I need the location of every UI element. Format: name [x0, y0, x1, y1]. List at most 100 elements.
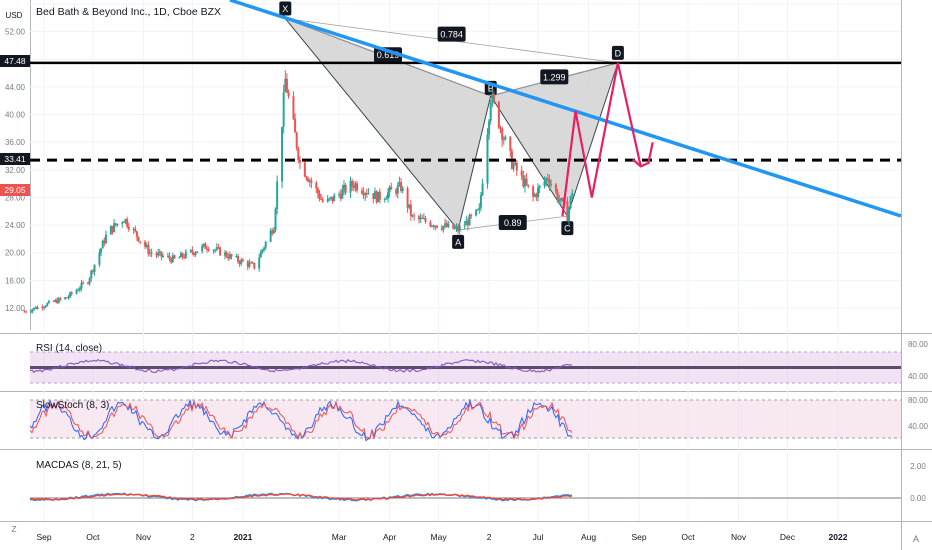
candle-body: [258, 257, 261, 269]
candle-body: [351, 180, 354, 186]
candle-body: [272, 230, 275, 234]
candle-body: [246, 261, 249, 267]
candle-body: [122, 221, 125, 223]
price-axis-area[interactable]: [901, 0, 932, 550]
candle-body: [440, 227, 443, 230]
candle-body: [298, 160, 301, 163]
candle-body: [457, 226, 460, 232]
point-c-label: C: [564, 224, 571, 234]
candle-body: [466, 220, 469, 226]
candle-body: [558, 200, 561, 202]
candle-body: [486, 134, 489, 184]
candle-body: [400, 182, 403, 192]
candle-body: [269, 230, 272, 242]
time-tick: Apr: [383, 532, 396, 542]
price-badge-current[interactable]: 29.05: [0, 184, 30, 196]
candle-body: [406, 187, 409, 208]
candle-body: [385, 198, 388, 200]
indicator-tick: 2.00: [910, 462, 926, 471]
candle-body: [124, 219, 127, 222]
rsi-line: [29, 358, 573, 374]
price-badge-33-text: 33.41: [4, 154, 26, 164]
price-badge-47[interactable]: 47.48: [0, 55, 30, 67]
candle-body: [170, 258, 173, 263]
candle-body: [121, 222, 124, 224]
candle-body: [398, 182, 401, 186]
candle-body: [150, 252, 153, 254]
candle-body: [228, 254, 231, 259]
time-axis-labels: Sep Oct Nov 2 2021 Mar Apr May 2 Jul Aug Sep Oct Nov D…: [36, 532, 847, 542]
bottom-right-label[interactable]: A: [913, 534, 919, 544]
candle-body: [497, 101, 500, 128]
candle-body: [155, 253, 158, 256]
levels[interactable]: [30, 61, 901, 162]
candle-body: [356, 183, 359, 191]
candle-body: [372, 193, 375, 200]
candle-body: [69, 292, 72, 297]
candle-body: [101, 240, 104, 249]
candle-body: [90, 270, 93, 279]
candle-body: [132, 228, 135, 230]
point-d-label: D: [615, 48, 622, 58]
candle-body: [189, 249, 192, 252]
indicator-lines: [29, 358, 573, 502]
candle-body: [104, 234, 107, 244]
candle-body: [362, 193, 365, 196]
candle-body: [431, 225, 434, 227]
candle-body: [434, 225, 437, 227]
price-tick: 20.00: [5, 249, 26, 258]
candle-body: [554, 184, 557, 192]
candle-body: [303, 162, 306, 177]
time-tick: Sep: [632, 532, 647, 542]
price-tick: 44.00: [5, 83, 26, 92]
bottom-left-label[interactable]: Z: [11, 524, 16, 534]
candle-body: [173, 255, 176, 259]
candle-body: [367, 193, 370, 195]
candle-body: [157, 252, 160, 256]
candle-body: [230, 254, 233, 257]
candle-body: [432, 225, 435, 227]
candle-body: [251, 262, 254, 264]
candle-body: [100, 248, 103, 253]
candle-body: [566, 201, 569, 222]
blue-trendline[interactable]: [229, 0, 902, 218]
candle-body: [91, 270, 94, 272]
candle-body: [492, 94, 495, 102]
time-tick: Sep: [36, 532, 51, 542]
candle-body: [326, 198, 329, 202]
price-tick: 52.00: [5, 28, 26, 37]
projection-path[interactable]: [561, 62, 654, 217]
price-badge-33[interactable]: 33.41: [0, 153, 30, 165]
candle-body: [212, 250, 215, 252]
candle-body: [417, 216, 420, 220]
time-tick: Mar: [332, 532, 347, 542]
candle-body: [282, 92, 285, 127]
candle-body: [93, 264, 96, 272]
point-x-label: X: [282, 4, 288, 14]
candle-body: [387, 192, 390, 199]
currency-label: USD: [6, 11, 23, 20]
candle-body: [145, 244, 148, 247]
ratio-label: 0.784: [440, 30, 463, 40]
candle-body: [109, 226, 112, 235]
price-tick: 28.00: [5, 193, 26, 202]
indicator-tick-labels: 80.00 40.00 80.00 40.00 2.00 0.00: [908, 340, 929, 503]
candle-body: [378, 191, 381, 200]
candle-body: [329, 196, 332, 199]
candle-body: [52, 300, 55, 302]
candle-body: [321, 199, 324, 202]
candle-body: [168, 255, 171, 259]
candle-body: [162, 255, 165, 257]
price-tick: 36.00: [5, 138, 26, 147]
candle-body: [364, 193, 367, 196]
candle-body: [111, 226, 114, 232]
candle-body: [261, 249, 264, 252]
candle-body: [276, 181, 279, 209]
candle-body: [395, 189, 398, 194]
candle-body: [383, 198, 386, 200]
candle-body: [333, 194, 336, 202]
candle-body: [305, 176, 308, 179]
candle-body: [65, 297, 68, 299]
candle-body: [259, 251, 262, 258]
